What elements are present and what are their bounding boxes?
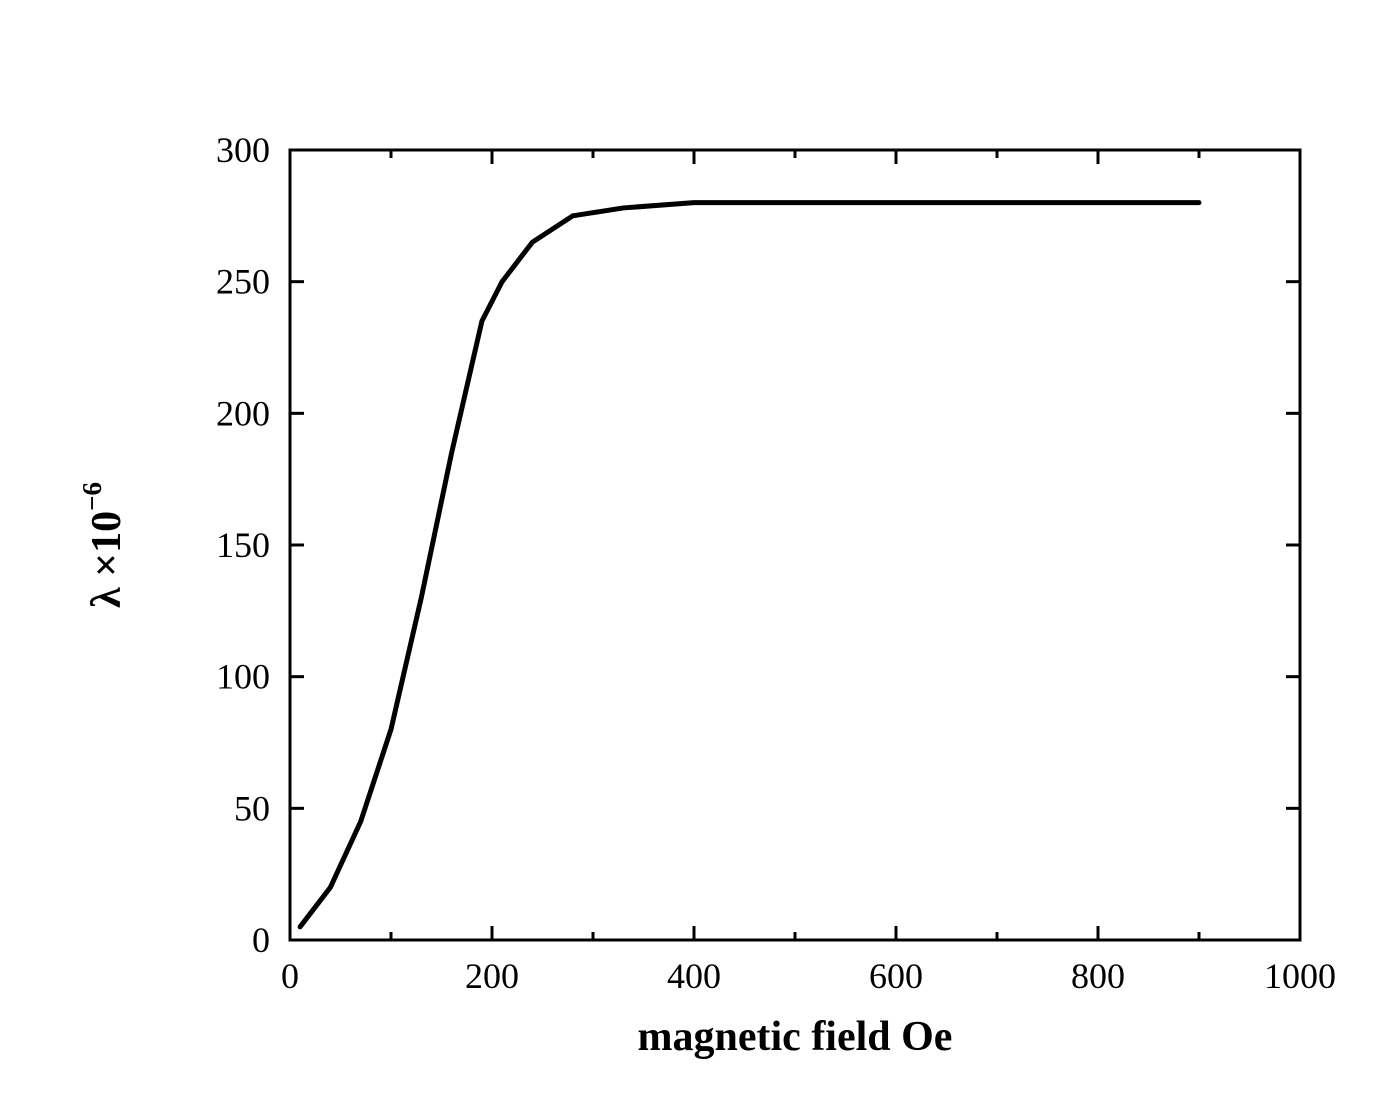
svg-text:150: 150 — [216, 525, 270, 565]
svg-text:600: 600 — [869, 956, 923, 996]
svg-text:λ ×10−6: λ ×10−6 — [77, 482, 130, 608]
svg-text:magnetic field Oe: magnetic field Oe — [638, 1014, 953, 1060]
line-chart: 0 200 400 600 800 1000 0 50 100 150 200 250 300 magne… — [0, 0, 1374, 1116]
svg-text:1000: 1000 — [1264, 956, 1336, 996]
svg-text:100: 100 — [216, 657, 270, 697]
chart-container: 0 200 400 600 800 1000 0 50 100 150 200 250 300 magne… — [0, 0, 1374, 1116]
svg-text:200: 200 — [216, 393, 270, 433]
svg-text:200: 200 — [465, 956, 519, 996]
svg-text:0: 0 — [281, 956, 299, 996]
svg-text:300: 300 — [216, 130, 270, 170]
svg-text:250: 250 — [216, 262, 270, 302]
svg-text:800: 800 — [1071, 956, 1125, 996]
svg-text:50: 50 — [234, 788, 270, 828]
svg-text:0: 0 — [252, 920, 270, 960]
svg-text:400: 400 — [667, 956, 721, 996]
